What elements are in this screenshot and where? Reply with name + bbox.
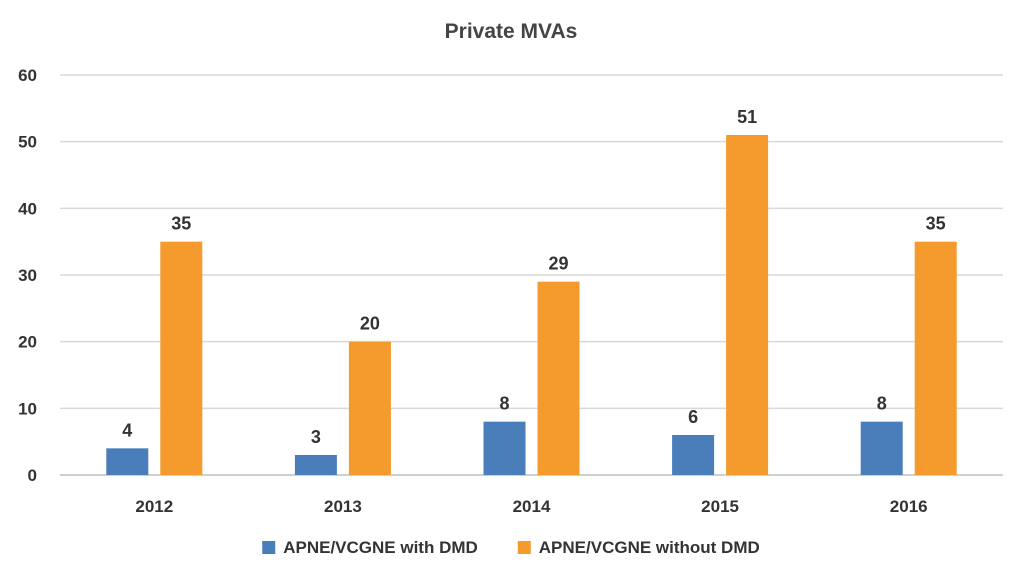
data-label: 6 <box>688 407 698 427</box>
y-axis-ticks: 0 10 20 30 40 50 60 <box>18 66 37 485</box>
y-tick-label: 30 <box>18 266 37 285</box>
y-tick-label: 20 <box>18 333 37 352</box>
x-tick-label: 2012 <box>135 497 173 516</box>
legend-label: APNE/VCGNE with DMD <box>283 538 478 557</box>
x-tick-label: 2016 <box>890 497 928 516</box>
data-label: 35 <box>171 214 191 234</box>
data-label: 51 <box>737 107 757 127</box>
legend: APNE/VCGNE with DMD APNE/VCGNE without DM… <box>262 538 760 557</box>
data-label: 8 <box>877 394 887 414</box>
y-tick-label: 10 <box>18 399 37 418</box>
bar-with-dmd-2016 <box>860 421 903 475</box>
y-tick-label: 0 <box>28 466 37 485</box>
y-tick-label: 60 <box>18 66 37 85</box>
data-label: 8 <box>499 394 509 414</box>
bar-without-dmd-2012 <box>160 241 203 475</box>
legend-swatch <box>517 541 531 554</box>
y-tick-label: 50 <box>18 133 37 152</box>
x-tick-label: 2015 <box>701 497 739 516</box>
bar-without-dmd-2014 <box>537 281 580 475</box>
bar-without-dmd-2016 <box>914 241 957 475</box>
bar-with-dmd-2013 <box>294 455 337 475</box>
data-label: 20 <box>360 314 380 334</box>
data-label: 4 <box>122 420 132 440</box>
legend-swatch <box>262 541 276 554</box>
y-tick-label: 40 <box>18 199 37 218</box>
bar-without-dmd-2013 <box>348 341 391 475</box>
legend-label: APNE/VCGNE without DMD <box>539 538 760 557</box>
bars <box>106 135 957 475</box>
gridlines <box>60 74 1003 476</box>
legend-item-with-dmd: APNE/VCGNE with DMD <box>262 538 478 557</box>
x-tick-label: 2013 <box>324 497 362 516</box>
data-label: 3 <box>311 427 321 447</box>
bar-with-dmd-2012 <box>106 448 149 475</box>
data-label: 35 <box>926 214 946 234</box>
chart-title: Private MVAs <box>445 20 578 43</box>
legend-item-without-dmd: APNE/VCGNE without DMD <box>517 538 760 557</box>
data-labels: 4 35 3 20 8 29 6 51 8 35 <box>122 107 945 447</box>
bar-with-dmd-2014 <box>483 421 526 475</box>
x-tick-label: 2014 <box>513 497 551 516</box>
bar-without-dmd-2015 <box>726 135 769 475</box>
data-label: 29 <box>548 254 568 274</box>
x-axis-ticks: 2012 2013 2014 2015 2016 <box>135 497 927 516</box>
bar-with-dmd-2015 <box>672 435 715 475</box>
